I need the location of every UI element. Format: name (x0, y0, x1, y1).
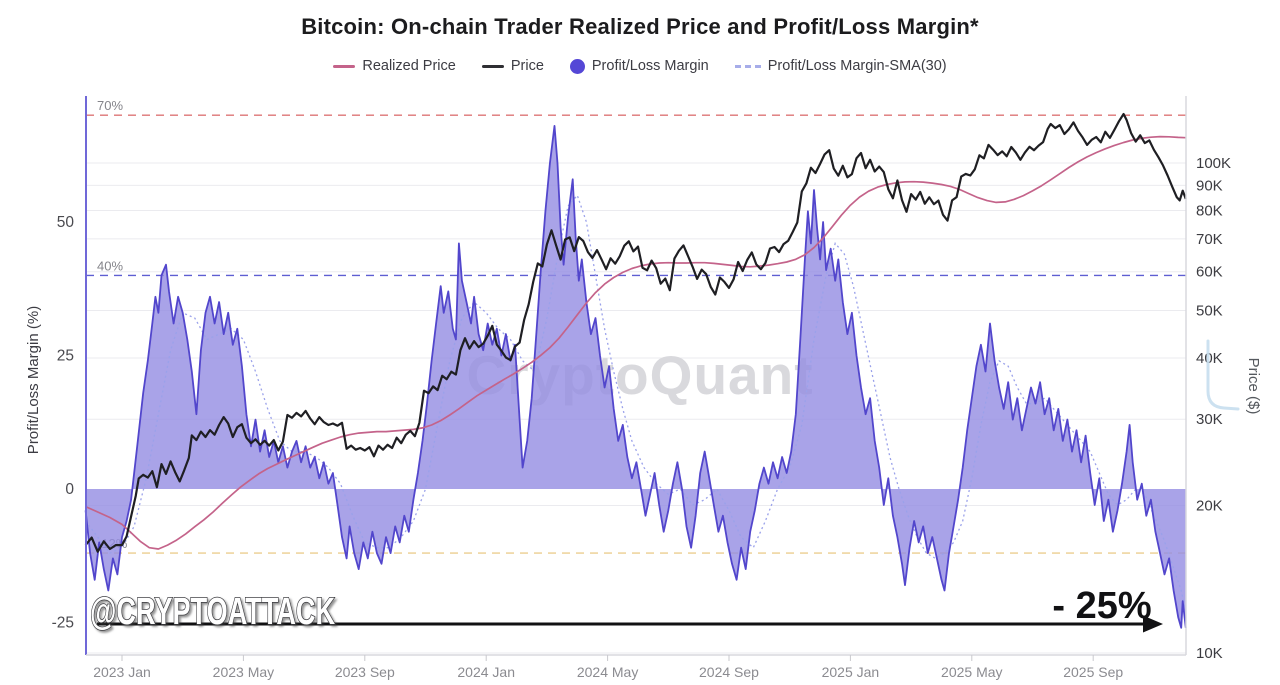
x-axis-tick-label: 2023 May (213, 664, 274, 680)
x-axis-tick-label: 2025 Jan (822, 664, 880, 680)
x-axis-tick-label: 2023 Sep (335, 664, 395, 680)
right-axis-tick-label: 30K (1196, 411, 1223, 428)
left-axis-tick-label: -25 (52, 615, 74, 632)
right-axis-tick-label: 50K (1196, 303, 1223, 320)
left-axis-tick-label: 0 (65, 481, 74, 498)
x-axis-tick-label: 2024 Sep (699, 664, 759, 680)
legend-item-realized-price[interactable]: Realized Price (333, 58, 456, 74)
margin-dot-marker-icon (569, 58, 585, 74)
x-axis-tick-label: 2025 May (941, 664, 1002, 680)
x-axis-tick-label: 2024 Jan (457, 664, 515, 680)
annotation-drop: - 25% (97, 585, 1163, 633)
cryptoattack-watermark: @CRYPTOATTACK (90, 591, 335, 633)
legend-item-price[interactable]: Price (481, 58, 544, 74)
drop-arrow-head-icon (1143, 615, 1163, 633)
series-profit-loss-margin-area (85, 125, 1186, 628)
realized-price-line-marker-icon (333, 64, 356, 68)
bracket-icon (1206, 339, 1240, 411)
right-axis-tick-label: 90K (1196, 177, 1223, 194)
right-axis-title: Price ($) (1245, 358, 1262, 415)
legend: Realized Price Price Profit/Loss Margin … (0, 58, 1280, 74)
price-line-marker-icon (481, 64, 504, 68)
cryptoquant-watermark: CryptoQuant (466, 344, 813, 406)
x-axis-tick-label: 2023 Jan (93, 664, 151, 680)
right-axis-tick-label: 80K (1196, 202, 1223, 219)
right-axis-tick-label: 20K (1196, 497, 1223, 514)
legend-label: Realized Price (362, 58, 456, 74)
x-axis-tick-label: 2024 May (577, 664, 638, 680)
legend-label: Price (510, 58, 544, 74)
right-axis-tick-label: 70K (1196, 231, 1223, 248)
right-axis-tick-label: 100K (1196, 155, 1231, 172)
left-axis-tick-label: 50 (57, 214, 75, 231)
left-axis-title: Profit/Loss Margin (%) (25, 306, 42, 454)
chart-title: Bitcoin: On-chain Trader Realized Price … (301, 14, 979, 39)
right-axis-tick-label: 60K (1196, 264, 1223, 281)
ref-line-label: 70% (97, 98, 123, 113)
left-axis-tick-label: 25 (57, 348, 74, 365)
legend-item-margin-sma[interactable]: Profit/Loss Margin-SMA(30) (734, 58, 947, 74)
sma-dash-marker-icon (734, 64, 761, 68)
x-axis-tick-label: 2025 Sep (1063, 664, 1123, 680)
right-axis-tick-label: 10K (1196, 645, 1223, 662)
gridlines (86, 162, 1186, 654)
drop-percent-label: - 25% (1052, 585, 1151, 627)
legend-label: Profit/Loss Margin-SMA(30) (767, 58, 947, 74)
legend-label: Profit/Loss Margin (591, 58, 709, 74)
series-price (84, 112, 1187, 553)
ref-line-label: 40% (97, 258, 123, 273)
legend-item-profit-loss-margin[interactable]: Profit/Loss Margin (569, 58, 709, 74)
